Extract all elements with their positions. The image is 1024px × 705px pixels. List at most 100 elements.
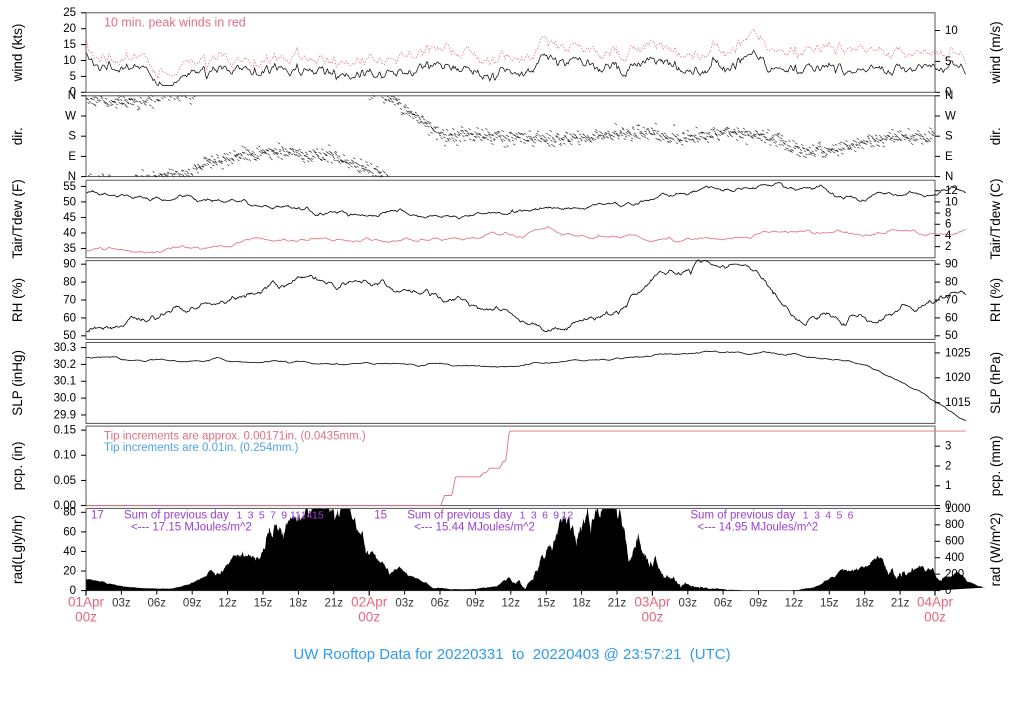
svg-text:04Apr: 04Apr: [917, 595, 954, 610]
svg-text:60: 60: [63, 526, 76, 538]
svg-text:Sum of previous day: Sum of previous day: [124, 509, 229, 521]
svg-text:03Apr: 03Apr: [634, 595, 671, 610]
svg-text:25: 25: [63, 7, 76, 19]
svg-text:12: 12: [562, 509, 574, 521]
svg-text:03z: 03z: [395, 598, 414, 610]
svg-text:6: 6: [848, 509, 854, 521]
svg-text:40: 40: [63, 546, 76, 558]
svg-text:18z: 18z: [289, 598, 308, 610]
svg-text:400: 400: [945, 552, 964, 564]
svg-text:3: 3: [531, 509, 537, 521]
svg-text:10: 10: [945, 25, 958, 37]
svg-text:00z: 00z: [75, 610, 97, 625]
svg-text:0.15: 0.15: [54, 425, 76, 437]
svg-text:pcp. (mm): pcp. (mm): [988, 436, 1003, 497]
svg-text:6: 6: [542, 509, 548, 521]
svg-text:3: 3: [248, 509, 254, 521]
svg-text:0.05: 0.05: [54, 475, 76, 487]
svg-text:00z: 00z: [924, 610, 946, 625]
svg-text:2: 2: [945, 241, 951, 253]
svg-text:RH (%): RH (%): [10, 278, 25, 322]
svg-text:30.1: 30.1: [54, 376, 76, 388]
svg-text:15: 15: [312, 509, 324, 521]
svg-text:14: 14: [301, 509, 313, 521]
svg-text:E: E: [68, 151, 76, 163]
svg-text:1025: 1025: [945, 347, 971, 359]
svg-text:11: 11: [290, 509, 301, 521]
svg-text:30.0: 30.0: [54, 393, 76, 405]
svg-text:RH (%): RH (%): [988, 278, 1003, 322]
svg-text:09z: 09z: [466, 598, 485, 610]
svg-text:70: 70: [63, 294, 76, 306]
svg-text:00z: 00z: [358, 610, 380, 625]
svg-text:15: 15: [374, 509, 387, 521]
svg-text:10: 10: [945, 196, 958, 208]
svg-text:21z: 21z: [608, 598, 627, 610]
svg-text:30.2: 30.2: [54, 359, 76, 371]
svg-text:rad(Lgly/hr): rad(Lgly/hr): [10, 515, 25, 584]
svg-text:03z: 03z: [112, 598, 131, 610]
svg-text:30.3: 30.3: [54, 342, 76, 354]
svg-text:dir.: dir.: [988, 127, 1003, 145]
svg-text:UW Rooftop Data for 20220331: UW Rooftop Data for 20220331 to 20220403…: [293, 646, 730, 663]
svg-text:<--- 15.44 MJoules/m^2: <--- 15.44 MJoules/m^2: [414, 521, 535, 533]
svg-text:1: 1: [520, 509, 526, 521]
svg-text:12: 12: [945, 185, 958, 197]
svg-text:5: 5: [945, 56, 951, 68]
svg-text:Sum of previous day: Sum of previous day: [690, 509, 795, 521]
svg-text:SLP (inHg): SLP (inHg): [10, 350, 25, 416]
svg-text:09z: 09z: [183, 598, 202, 610]
svg-text:dir.: dir.: [10, 127, 25, 145]
svg-text:10 min. peak winds in red: 10 min. peak winds in red: [104, 15, 246, 29]
svg-text:4: 4: [945, 230, 952, 242]
svg-text:Sum of previous day: Sum of previous day: [407, 509, 512, 521]
svg-text:1020: 1020: [945, 372, 971, 384]
svg-text:12z: 12z: [502, 598, 521, 610]
svg-text:70: 70: [945, 294, 958, 306]
svg-text:90: 90: [945, 259, 958, 271]
svg-text:Tair/Tdew (F): Tair/Tdew (F): [10, 179, 25, 259]
svg-text:6: 6: [945, 219, 951, 231]
svg-text:W: W: [65, 110, 76, 122]
svg-text:9: 9: [281, 509, 287, 521]
svg-text:06z: 06z: [714, 598, 733, 610]
svg-text:5: 5: [259, 509, 265, 521]
svg-text:06z: 06z: [148, 598, 167, 610]
svg-text:N: N: [68, 90, 76, 102]
svg-text:17: 17: [91, 509, 104, 521]
svg-text:10: 10: [63, 55, 76, 67]
svg-text:12z: 12z: [785, 598, 804, 610]
svg-text:2: 2: [945, 460, 951, 472]
svg-text:18z: 18z: [855, 598, 874, 610]
svg-text:<--- 14.95 MJoules/m^2: <--- 14.95 MJoules/m^2: [697, 521, 818, 533]
svg-text:29.9: 29.9: [54, 409, 76, 421]
svg-text:06z: 06z: [431, 598, 450, 610]
svg-text:15z: 15z: [820, 598, 839, 610]
svg-text:N: N: [945, 171, 953, 183]
svg-text:50: 50: [63, 330, 76, 342]
svg-text:S: S: [945, 131, 953, 143]
svg-text:15z: 15z: [537, 598, 556, 610]
svg-text:60: 60: [63, 312, 76, 324]
svg-text:S: S: [68, 131, 76, 143]
svg-text:90: 90: [63, 259, 76, 271]
svg-text:N: N: [945, 90, 953, 102]
svg-text:20: 20: [63, 565, 76, 577]
svg-text:1015: 1015: [945, 397, 971, 409]
svg-text:7: 7: [270, 509, 276, 521]
svg-text:3: 3: [945, 441, 951, 453]
svg-text:35: 35: [63, 243, 76, 255]
svg-text:18z: 18z: [572, 598, 591, 610]
svg-text:1: 1: [945, 480, 951, 492]
svg-text:80: 80: [63, 276, 76, 288]
svg-text:wind (kts): wind (kts): [10, 24, 25, 83]
svg-text:15: 15: [63, 39, 76, 51]
svg-text:Tair/Tdew (C): Tair/Tdew (C): [988, 178, 1003, 259]
svg-text:Tip increments are 0.01in. (0.: Tip increments are 0.01in. (0.254mm.): [104, 442, 299, 454]
svg-text:600: 600: [945, 536, 964, 548]
svg-text:E: E: [945, 151, 953, 163]
svg-text:15z: 15z: [254, 598, 273, 610]
svg-text:1: 1: [236, 509, 242, 521]
svg-text:21z: 21z: [325, 598, 344, 610]
svg-text:03z: 03z: [679, 598, 698, 610]
